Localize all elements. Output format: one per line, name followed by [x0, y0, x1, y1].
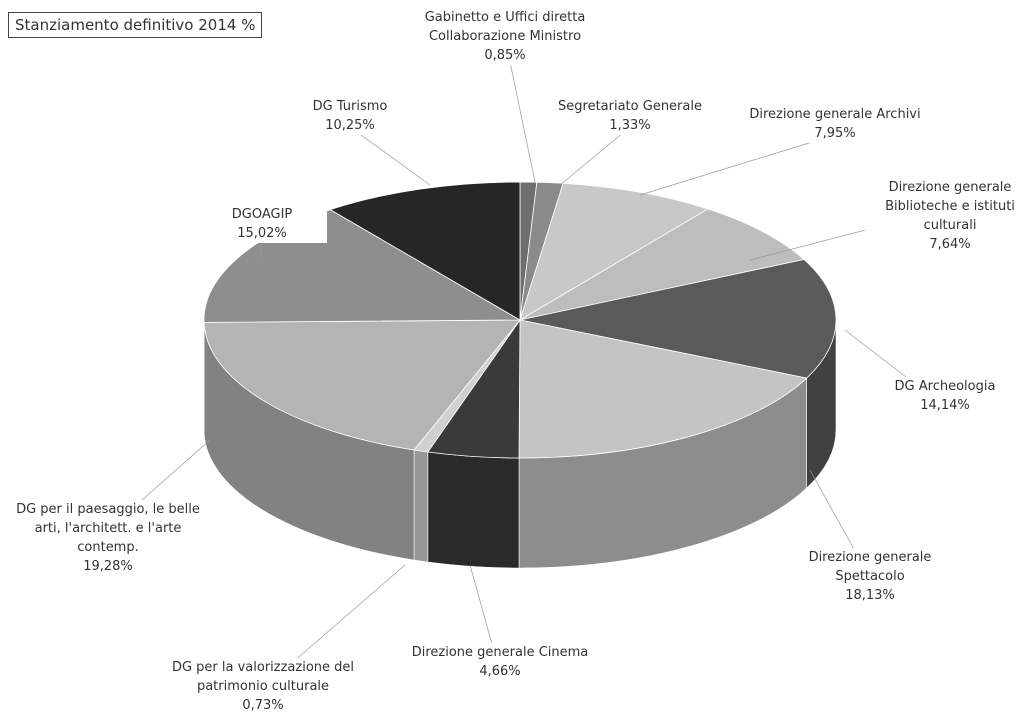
category-label: Gabinetto e Uffici diretta Collaborazion…	[424, 10, 586, 44]
slice-label: Direzione generale Archivi 7,95%	[725, 105, 945, 143]
slice-label: Direzione generale Biblioteche e istitut…	[865, 178, 1034, 254]
chart-title: Stanziamento definitivo 2014 %	[8, 12, 263, 38]
category-label: DG Archeologia	[894, 379, 996, 394]
category-label: Direzione generale Spettacolo	[808, 550, 932, 584]
category-label: Direzione generale Cinema	[411, 645, 589, 660]
category-label: Direzione generale Archivi	[749, 107, 921, 122]
slice	[203, 319, 521, 451]
value-label: 19,28%	[83, 559, 133, 574]
value-label: 4,66%	[479, 664, 521, 679]
slice	[518, 319, 808, 459]
slice-label: DG Turismo 10,25%	[290, 97, 410, 135]
leader-line	[639, 134, 836, 196]
category-label: DG Turismo	[312, 99, 388, 114]
value-label: 0,73%	[242, 698, 284, 713]
slice-label: DG Archeologia 14,14%	[880, 377, 1010, 415]
value-label: 14,14%	[920, 398, 970, 413]
slice-label: Segretariato Generale 1,33%	[540, 97, 720, 135]
category-label: Direzione generale Biblioteche e istitut…	[885, 180, 1015, 233]
leader-line	[349, 126, 431, 186]
value-label: 10,25%	[325, 118, 375, 133]
slice	[519, 182, 709, 321]
slice-side	[427, 451, 520, 569]
value-label: 0,85%	[484, 48, 526, 63]
category-label: DGOAGIP	[231, 207, 293, 222]
slice	[519, 208, 805, 321]
slice-label: Direzione generale Spettacolo 18,13%	[795, 548, 945, 605]
category-label: DG per la valorizzazione del patrimonio …	[171, 660, 355, 694]
value-label: 7,64%	[929, 237, 971, 252]
value-label: 15,02%	[237, 226, 287, 241]
category-label: Segretariato Generale	[558, 99, 702, 114]
value-label: 18,13%	[845, 588, 895, 603]
value-label: 1,33%	[609, 118, 651, 133]
slice	[519, 259, 837, 379]
slice-label: DGOAGIP 15,02%	[197, 205, 327, 243]
slice-side	[413, 449, 429, 563]
slice-label: DG per il paesaggio, le belle arti, l'ar…	[3, 500, 213, 576]
slice-label: Gabinetto e Uffici diretta Collaborazion…	[390, 8, 620, 65]
slice-label: DG per la valorizzazione del patrimonio …	[153, 658, 373, 715]
category-label: DG per il paesaggio, le belle arti, l'ar…	[16, 502, 200, 555]
slice	[329, 181, 521, 321]
value-label: 7,95%	[814, 126, 856, 141]
leader-line	[559, 126, 631, 186]
slice-label: Direzione generale Cinema 4,66%	[375, 643, 625, 681]
